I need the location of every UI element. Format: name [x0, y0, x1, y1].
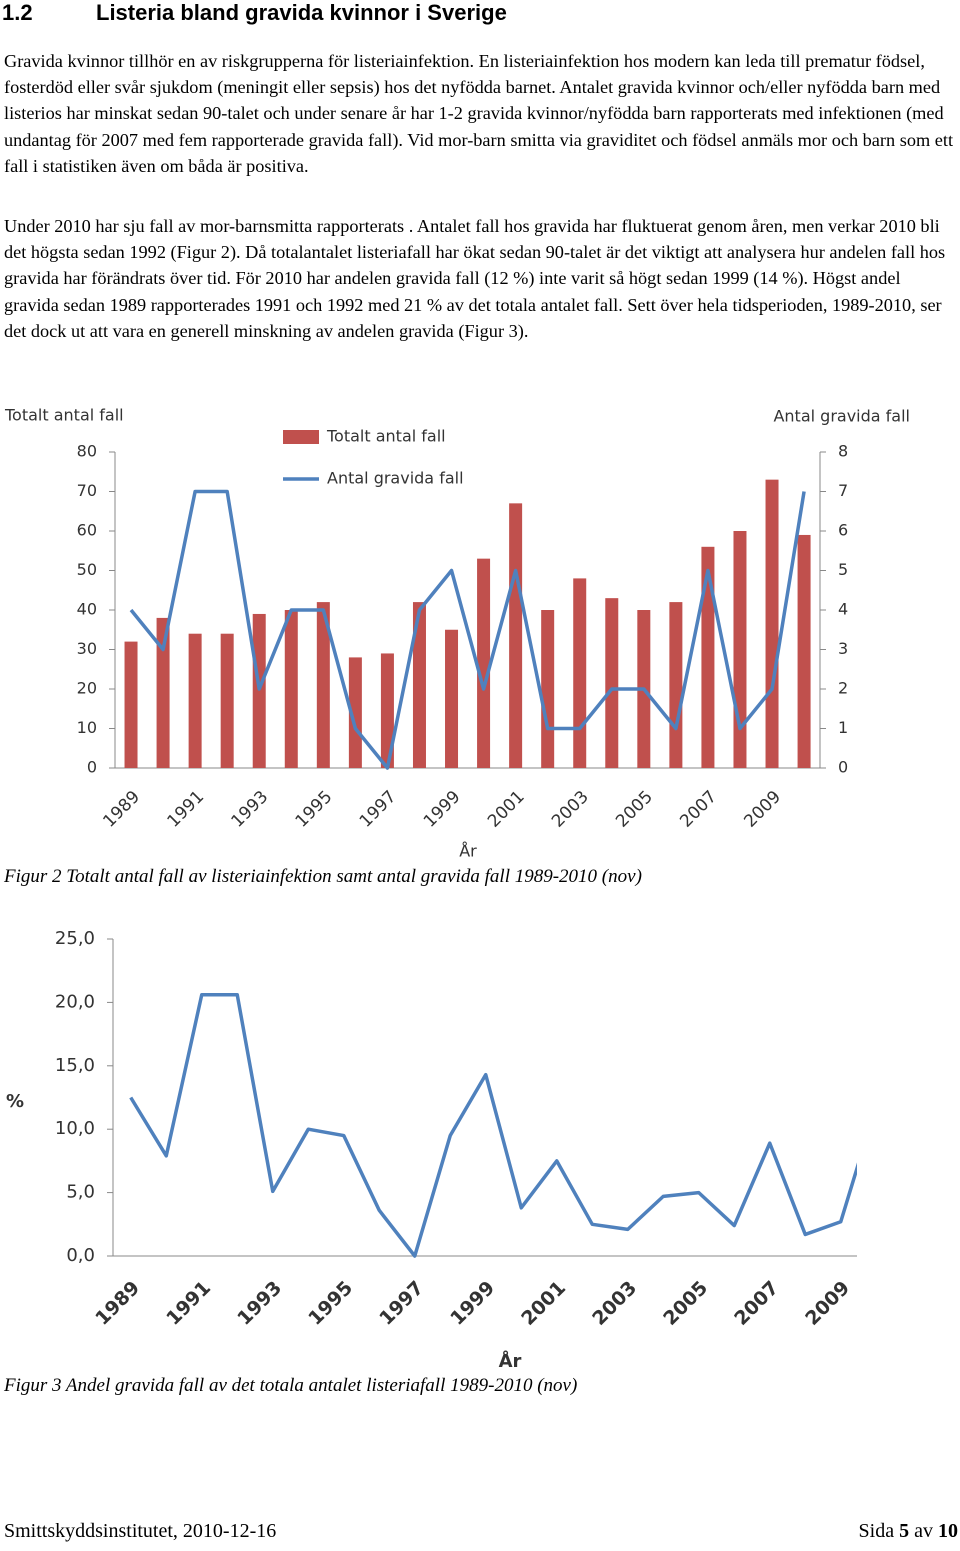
bar	[252, 613, 266, 768]
x-tick-label: 2005	[659, 1277, 712, 1330]
x-tick-label: 2009	[740, 787, 785, 832]
x-tick-label: 2007	[730, 1277, 783, 1330]
bar	[124, 641, 138, 768]
x-tick-label: 1999	[420, 787, 465, 832]
y2-tick-label: 1	[838, 718, 848, 737]
y-tick-label: 60	[77, 521, 97, 540]
x-tick-label: 1995	[304, 1277, 357, 1330]
paragraph: Gravida kvinnor tillhör en av riskgruppe…	[4, 51, 954, 176]
bar	[156, 617, 170, 768]
bar	[188, 633, 202, 768]
bar	[541, 610, 555, 768]
y2-tick-label: 6	[838, 521, 848, 540]
bar	[477, 558, 491, 768]
bar	[380, 653, 394, 768]
x-tick-label: 1993	[228, 787, 273, 832]
bar	[412, 602, 426, 768]
bar	[733, 531, 747, 768]
y-tick-label: 70	[77, 481, 97, 500]
y-tick-label: 25,0	[55, 928, 95, 949]
legend-swatch	[283, 430, 319, 444]
y2-tick-label: 2	[838, 679, 848, 698]
footer-page: Sida 5 av 10	[859, 1520, 958, 1543]
x-tick-label: 1995	[292, 787, 337, 832]
x-axis-title: År	[499, 1349, 522, 1372]
bar	[573, 578, 587, 768]
y-tick-label: 20,0	[55, 991, 95, 1012]
y-tick-label: 5,0	[66, 1182, 95, 1203]
x-tick-label: 1999	[446, 1277, 499, 1330]
x-tick-label: 1989	[91, 1277, 144, 1330]
x-tick-label: 1997	[356, 787, 401, 832]
y-tick-label: 0,0	[66, 1245, 95, 1266]
bar	[605, 598, 619, 768]
page-total: 10	[938, 1520, 958, 1542]
footer-left: Smittskyddsinstitutet, 2010-12-16	[4, 1520, 277, 1542]
legend-label: Antal gravida fall	[327, 469, 464, 488]
x-tick-label: 2005	[612, 787, 657, 832]
line	[129, 993, 857, 1258]
bar	[765, 479, 779, 768]
y-tick-label: 50	[77, 560, 97, 579]
chart: 0,0 5,0 10,0 15,0 20,0 25,0 1989 1991 1993 1995 19…	[6, 928, 857, 1372]
x-tick-label: 2003	[588, 1277, 641, 1330]
x-tick-label: 2007	[676, 787, 721, 832]
chart: 0 10 20 30 40 50 60 70 80 0 1 2 3 4 5 6 7 8 1989 1991 1993 19…	[4, 406, 910, 861]
line	[129, 489, 806, 770]
y2-tick-label: 3	[838, 639, 848, 658]
bar	[316, 602, 330, 768]
y2-tick-label: 0	[838, 758, 848, 777]
x-tick-label: 2001	[517, 1277, 570, 1330]
y2-tick-label: 7	[838, 481, 848, 500]
y-tick-label: 80	[77, 442, 97, 461]
heading-number: 1.2	[2, 0, 33, 25]
y-tick-label: 10,0	[55, 1118, 95, 1139]
bar	[348, 657, 362, 768]
page-word: Sida	[858, 1520, 895, 1542]
x-axis-title: År	[459, 842, 477, 861]
heading: 1.2 Listeria bland gravida kvinnor i Sver…	[2, 0, 507, 26]
x-tick-label: 1991	[162, 1277, 215, 1330]
legend-label: Totalt antal fall	[326, 427, 446, 446]
page-number: 5	[899, 1520, 910, 1542]
y-tick-label: 20	[77, 679, 97, 698]
x-tick-label: 1989	[99, 787, 144, 832]
y-axis-title: %	[6, 1091, 24, 1112]
bar	[445, 629, 459, 768]
y-tick-label: 40	[77, 600, 97, 619]
y-tick-label: 30	[77, 639, 97, 658]
y2-tick-label: 8	[838, 442, 848, 461]
y-axis-title: Totalt antal fall	[4, 406, 124, 425]
y-tick-label: 15,0	[55, 1055, 95, 1076]
x-tick-label: 1993	[233, 1277, 286, 1330]
y-tick-label: 0	[87, 758, 97, 777]
x-tick-label: 2003	[548, 787, 593, 832]
paragraph: Under 2010 har sju fall av mor-barnsmitt…	[4, 216, 946, 341]
bar	[701, 546, 715, 768]
x-tick-label: 1991	[163, 787, 208, 832]
y2-axis-title: Antal gravida fall	[773, 407, 910, 426]
y2-tick-label: 4	[838, 600, 848, 619]
y-tick-label: 10	[77, 718, 97, 737]
x-tick-label: 2009	[801, 1277, 854, 1330]
y2-tick-label: 5	[838, 560, 848, 579]
bar	[669, 602, 683, 768]
bar	[284, 610, 298, 768]
x-tick-label: 1997	[375, 1277, 428, 1330]
heading-title: Listeria bland gravida kvinnor i Sverige	[96, 0, 507, 25]
caption: Figur 3 Andel gravida fall av det totala…	[4, 1375, 578, 1396]
caption: Figur 2 Totalt antal fall av listeriainf…	[4, 866, 642, 887]
of-word: av	[914, 1520, 933, 1542]
bar	[220, 633, 234, 768]
bar	[797, 534, 811, 768]
x-tick-label: 2001	[484, 787, 529, 832]
bar	[509, 503, 523, 768]
